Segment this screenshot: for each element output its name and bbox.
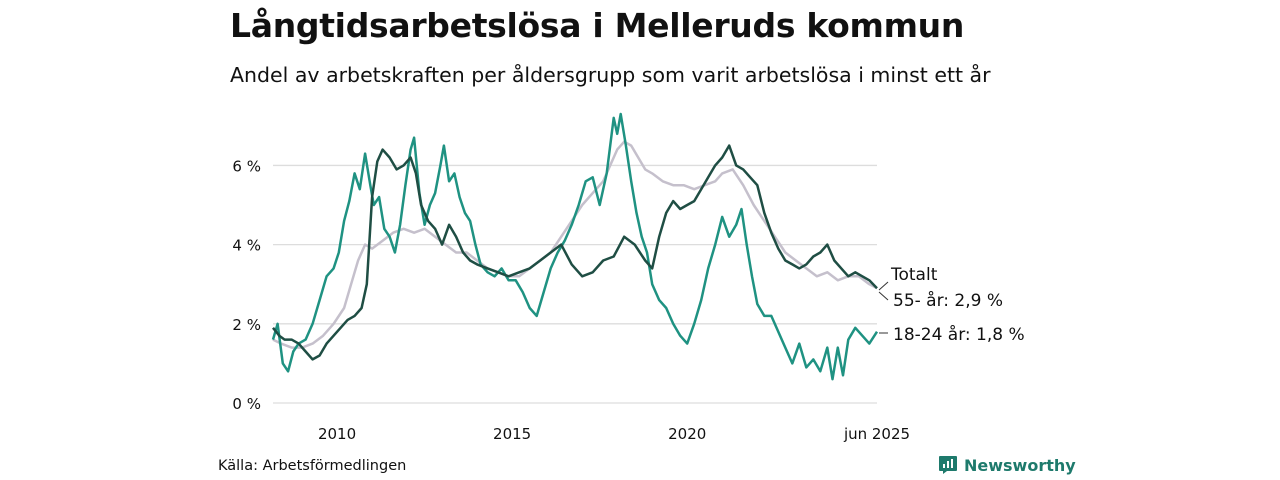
x-tick-label: 2015 <box>493 425 531 443</box>
chart-subtitle: Andel av arbetskraften per åldersgrupp s… <box>230 63 991 87</box>
x-tick-label: 2010 <box>318 425 356 443</box>
x-tick-label: 2020 <box>668 425 706 443</box>
series-labels: Totalt 55- år: 2,9 % 18-24 år: 1,8 % <box>878 265 1025 345</box>
series-line-0 <box>272 144 878 361</box>
bar-chart-logo-icon <box>939 456 957 474</box>
source-note: Källa: Arbetsförmedlingen <box>218 458 407 474</box>
chart-title: Långtidsarbetslösa i Melleruds kommun <box>230 6 965 45</box>
x-axis: 2010 2015 2020 jun 2025 <box>318 425 910 443</box>
y-tick-label: 4 % <box>232 237 261 255</box>
gridlines <box>273 164 877 404</box>
series-end-label: 55- år: 2,9 % <box>893 290 1003 311</box>
series-end-label: 18-24 år: 1,8 % <box>893 324 1025 345</box>
y-tick-label: 2 % <box>232 316 261 334</box>
y-axis: 0 % 2 % 4 % 6 % <box>232 157 261 413</box>
brand-logo: Newsworthy <box>938 455 1076 475</box>
y-tick-label: 0 % <box>232 395 261 413</box>
label-leader <box>878 291 889 301</box>
brand-name: Newsworthy <box>964 455 1076 475</box>
series-end-label: Totalt <box>890 265 938 285</box>
label-leader <box>878 281 889 291</box>
x-tick-label: jun 2025 <box>843 425 910 443</box>
series-lines <box>271 112 879 381</box>
y-tick-label: 6 % <box>232 157 261 175</box>
series-line-2 <box>271 112 879 381</box>
